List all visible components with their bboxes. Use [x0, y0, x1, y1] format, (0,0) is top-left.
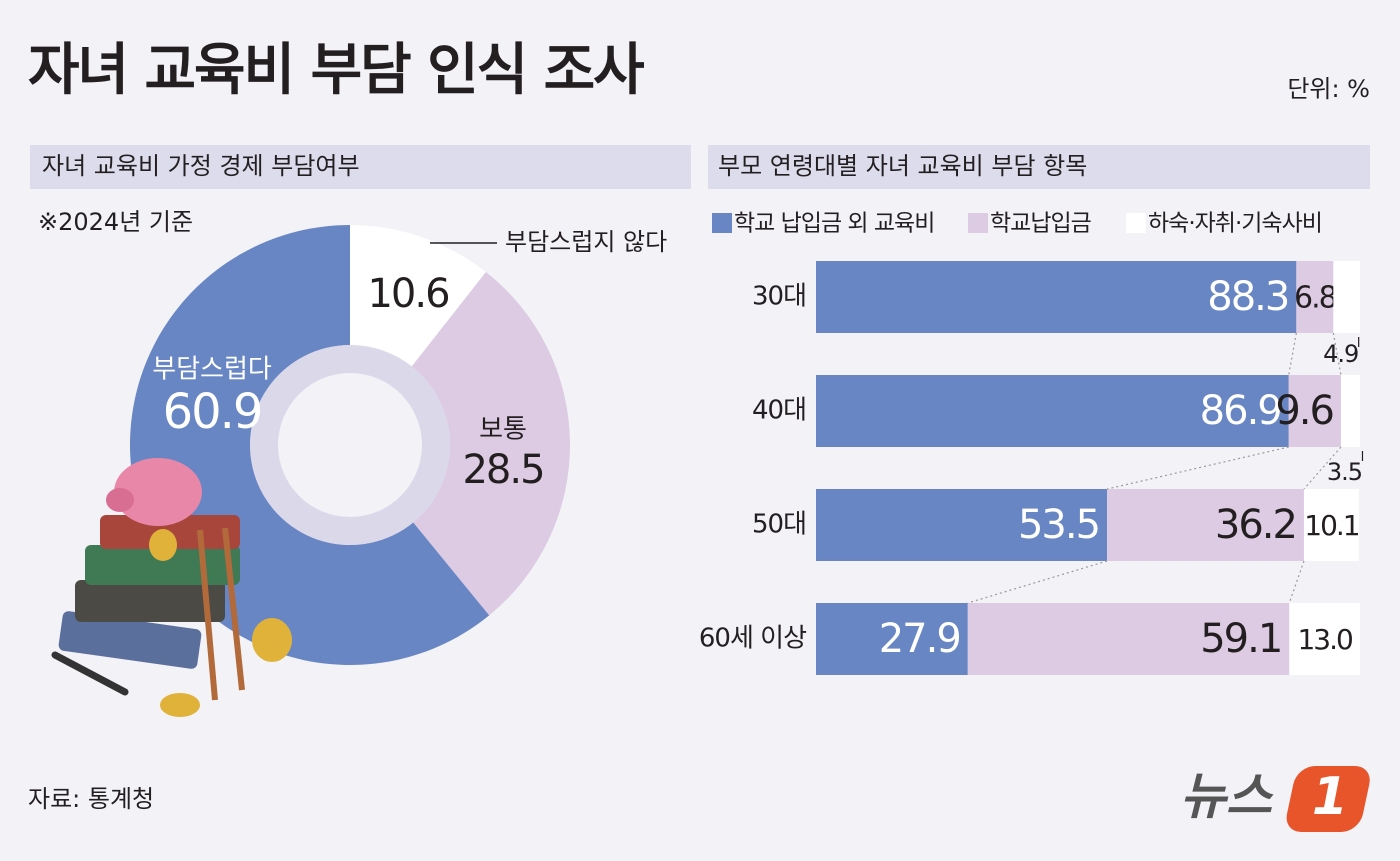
- value-label: 10.1: [1304, 509, 1359, 542]
- bar-segment: [1340, 375, 1360, 447]
- value-label: 4.9: [1323, 340, 1358, 368]
- legend-swatch: [712, 213, 732, 233]
- panel-header: [30, 145, 691, 189]
- value-label: 28.5: [462, 447, 543, 493]
- connector: [1106, 446, 1289, 490]
- category-label: 보통: [479, 415, 527, 445]
- panel-title: 부모 연령대별 자녀 교육비 부담 항목: [718, 152, 1087, 180]
- category-label: 부담스럽다: [152, 355, 272, 385]
- piggy-snout: [106, 488, 134, 512]
- value-label: 6.8: [1294, 281, 1337, 316]
- book: [58, 611, 202, 669]
- value-label: 9.6: [1275, 388, 1333, 434]
- value-label: 60.9: [163, 384, 262, 440]
- legend-label: 하숙·자취·기숙사비: [1148, 211, 1322, 237]
- panel-title: 자녀 교육비 가정 경제 부담여부: [42, 152, 360, 180]
- pen: [51, 651, 129, 696]
- illustration: [51, 458, 292, 717]
- panel-header: [708, 145, 1370, 189]
- bar-segment: [1288, 375, 1341, 447]
- bar-segment: [816, 261, 1297, 333]
- bar-segment: [1107, 489, 1304, 561]
- connector: [967, 560, 1108, 604]
- logo-badge: [1286, 766, 1370, 832]
- coin: [252, 618, 292, 662]
- title: 자녀 교육비 부담 인식 조사: [28, 38, 644, 103]
- bar-segment: [816, 603, 968, 675]
- bar-segment: [816, 489, 1108, 561]
- bar-segment: [1296, 261, 1334, 333]
- ladder: [197, 529, 218, 701]
- legend-swatch: [1126, 213, 1146, 233]
- connector: [1288, 332, 1297, 376]
- value-label: 27.9: [879, 616, 960, 662]
- donut-segment: [350, 225, 486, 367]
- category-label: 40대: [752, 396, 806, 426]
- value-label: 86.9: [1200, 388, 1281, 434]
- logo-mark: 1: [1312, 767, 1348, 827]
- connector: [1332, 332, 1342, 376]
- bar-segment: [1333, 261, 1360, 333]
- bar-chart: 학교 납입금 외 교육비 학교납입금 하숙·자취·기숙사비 30대 88.3 6.8 4.9…: [699, 211, 1364, 675]
- connector: [1303, 446, 1342, 490]
- unit: 단위: %: [1287, 75, 1370, 103]
- logo-text: 뉴스: [1180, 768, 1274, 826]
- category-label: 30대: [752, 282, 806, 312]
- legend-label: 학교 납입금 외 교육비: [734, 211, 934, 237]
- bar-segment: [1289, 603, 1360, 675]
- coin: [160, 693, 200, 717]
- note: ※2024년 기준: [38, 208, 193, 236]
- book: [75, 580, 225, 622]
- ladder: [222, 527, 245, 691]
- logo: 뉴스 1: [1180, 766, 1370, 832]
- bar-segment: [1303, 489, 1359, 561]
- donut-hole: [278, 373, 422, 517]
- piggy-bank: [114, 458, 202, 526]
- legend-swatch: [968, 213, 988, 233]
- category-label: 부담스럽지 않다: [505, 228, 667, 256]
- category-label: 50대: [752, 510, 806, 540]
- value-label: 88.3: [1207, 274, 1288, 320]
- coin: [149, 529, 177, 561]
- value-label: 36.2: [1215, 502, 1296, 548]
- bar-segment: [967, 603, 1290, 675]
- value-label: 10.6: [367, 271, 448, 317]
- value-label: 59.1: [1200, 616, 1281, 662]
- value-label: 3.5: [1327, 458, 1362, 486]
- bar-segment: [816, 375, 1289, 447]
- legend-label: 학교납입금: [990, 211, 1091, 237]
- source: 자료: 통계청: [28, 785, 154, 813]
- category-label: 60세 이상: [699, 624, 806, 654]
- value-label: 53.5: [1018, 502, 1099, 548]
- value-label: 13.0: [1297, 623, 1352, 656]
- donut-segment: [411, 272, 570, 616]
